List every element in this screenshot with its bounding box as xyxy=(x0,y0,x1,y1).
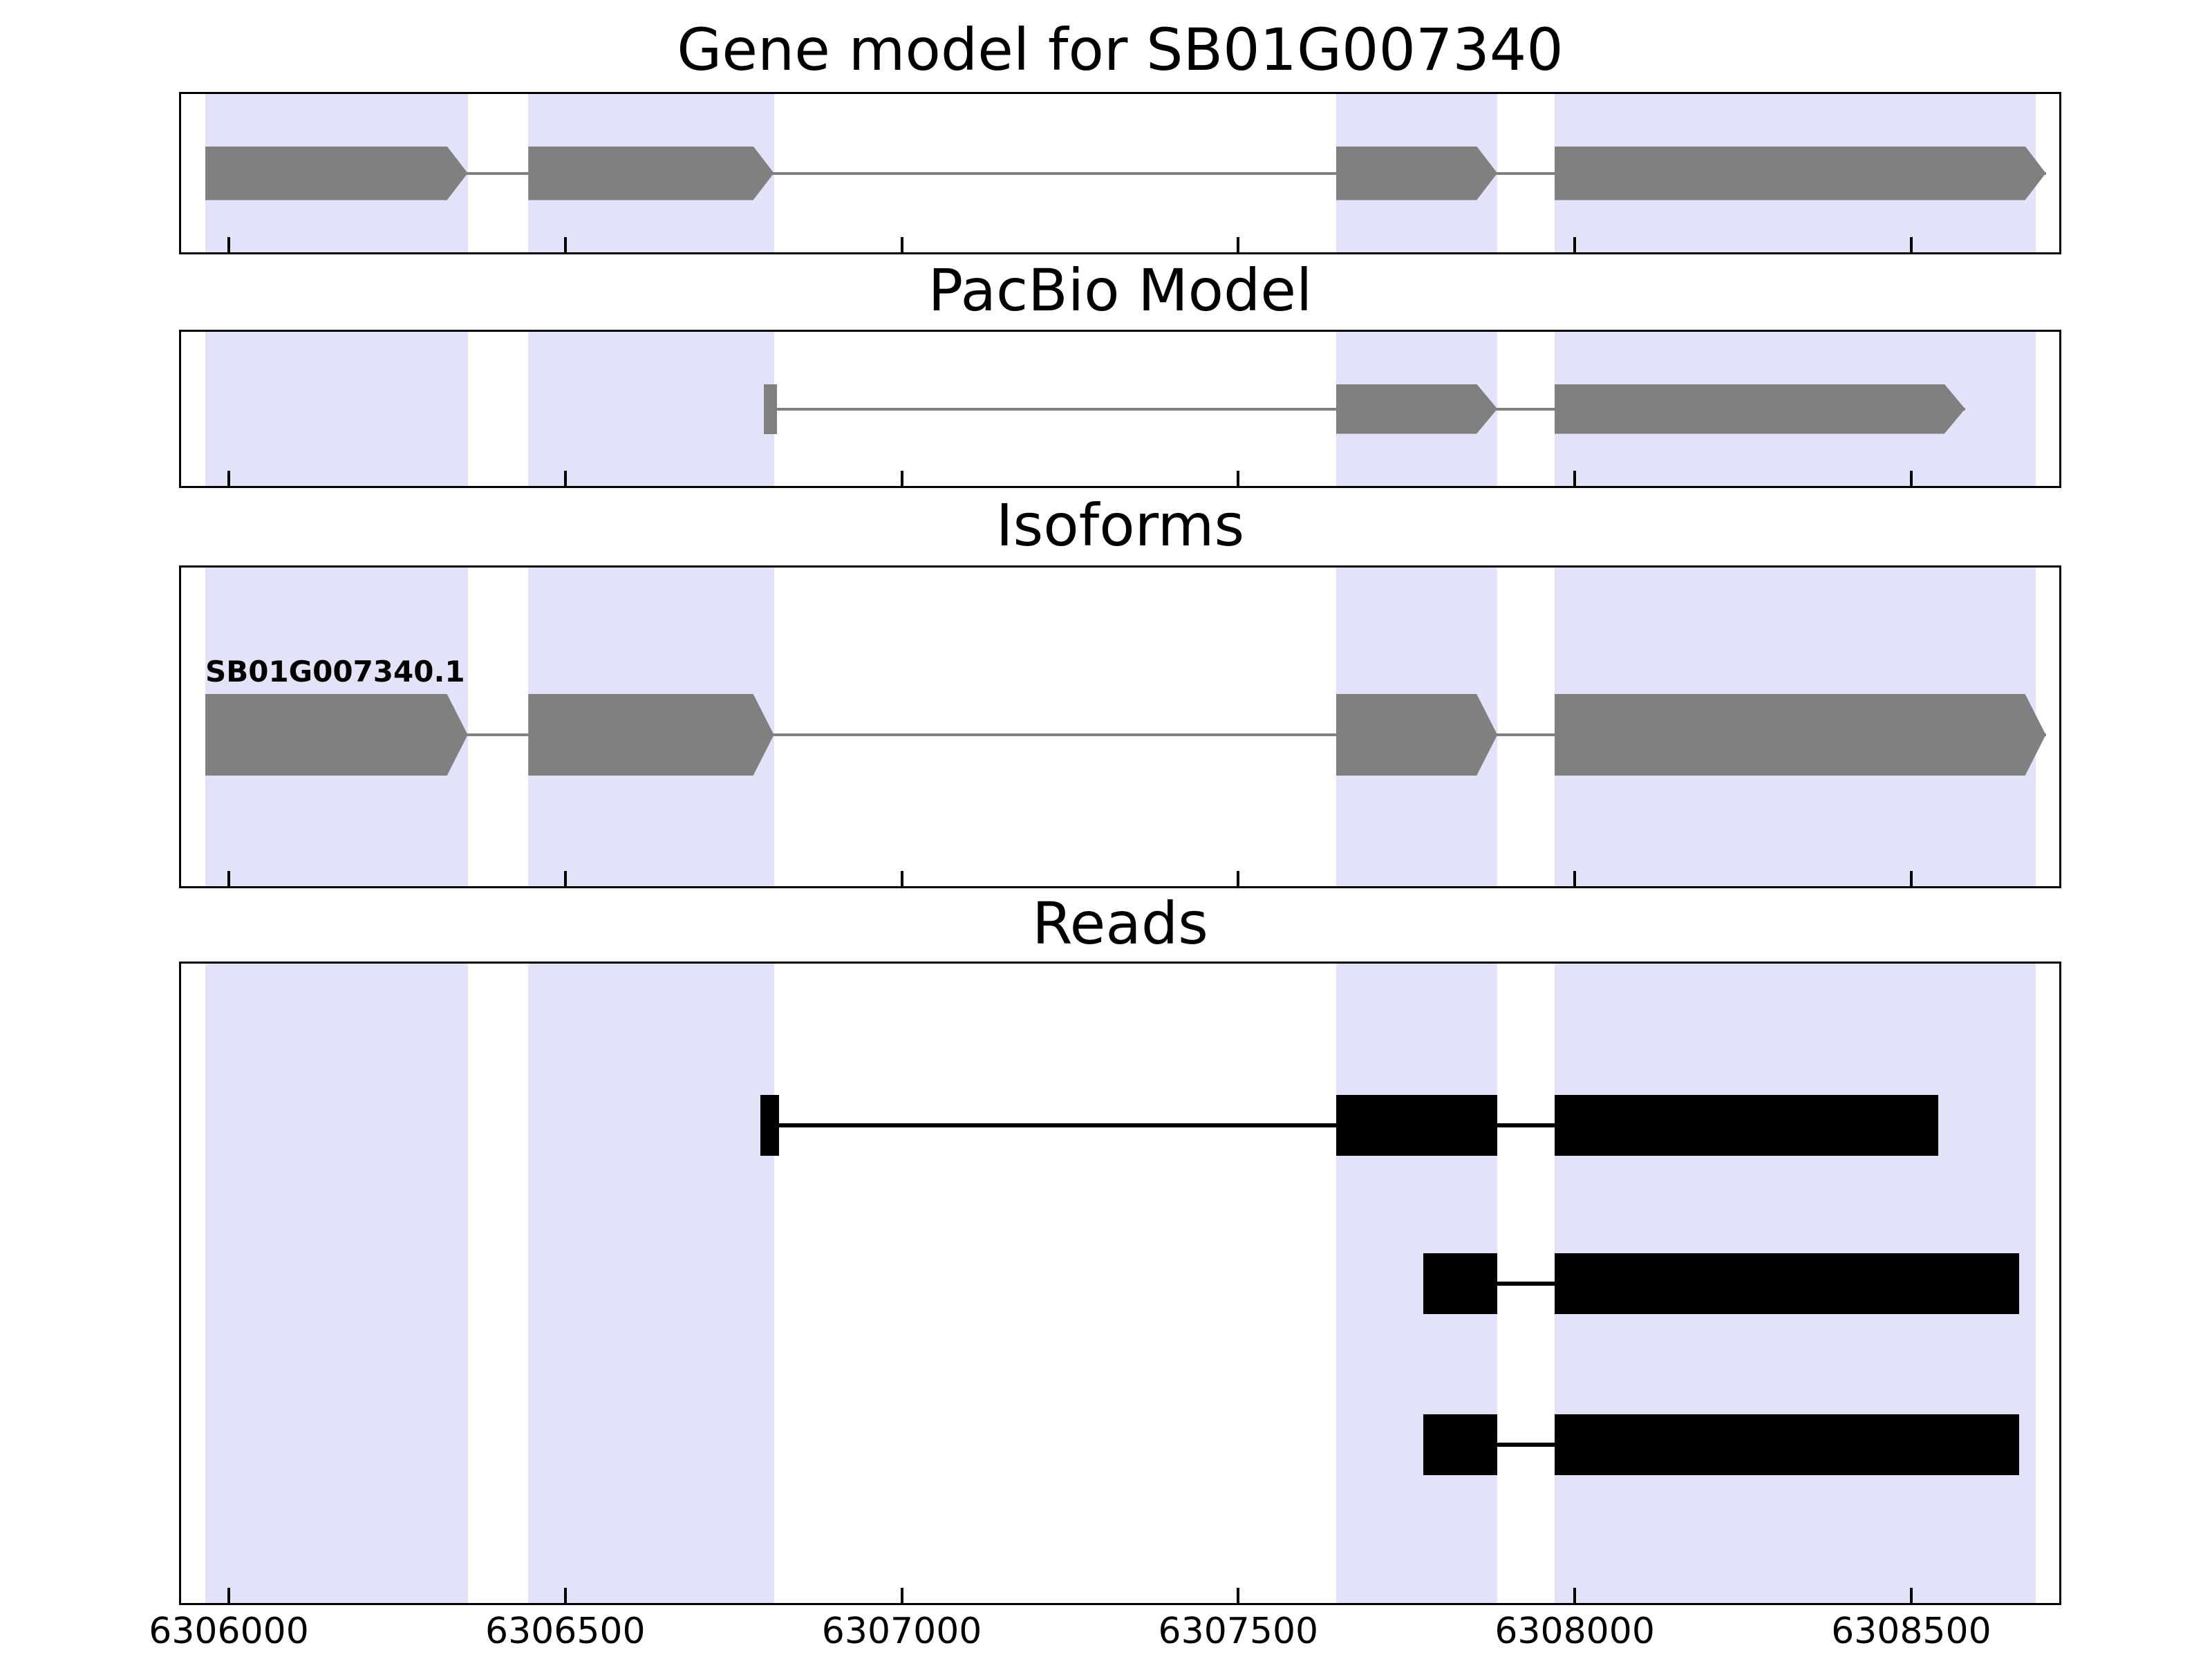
exon-block xyxy=(1554,1414,2019,1475)
x-tick-label: 6308000 xyxy=(1494,1611,1655,1652)
exon-block xyxy=(1335,1095,1498,1156)
exon-block xyxy=(1423,1253,1498,1315)
exon-block xyxy=(1555,694,2046,776)
x-tick-mark xyxy=(227,1588,231,1603)
x-tick-mark xyxy=(1237,871,1240,886)
x-tick-label: 6307000 xyxy=(821,1611,982,1652)
exon-block xyxy=(764,384,778,434)
x-tick-label: 6307500 xyxy=(1158,1611,1319,1652)
exon-block xyxy=(1554,1253,2019,1315)
x-tick-mark xyxy=(1573,871,1577,886)
panel-reads xyxy=(179,962,2061,1605)
x-tick-mark xyxy=(1237,1588,1240,1603)
x-tick-mark xyxy=(900,471,903,486)
panel-gene-model xyxy=(179,92,2061,254)
x-tick-mark xyxy=(227,471,231,486)
exon-block xyxy=(1423,1414,1498,1475)
panel-pacbio xyxy=(179,330,2061,488)
x-tick-mark xyxy=(563,237,567,252)
x-tick-mark xyxy=(1909,237,1913,252)
panel-title-reads: Reads xyxy=(1032,890,1208,957)
exon-block xyxy=(205,147,468,200)
x-tick-label: 6308500 xyxy=(1831,1611,1991,1652)
x-tick-mark xyxy=(563,1588,567,1603)
highlight-band xyxy=(528,332,774,486)
panel-isoforms: SB01G007340.1 xyxy=(179,565,2061,888)
x-tick-mark xyxy=(1573,1588,1577,1603)
exon-block xyxy=(1336,694,1498,776)
exon-block xyxy=(1555,384,1965,434)
intron-line xyxy=(205,171,2046,175)
x-tick-mark xyxy=(900,1588,903,1603)
exon-block xyxy=(1555,147,2046,200)
x-tick-label: 6306500 xyxy=(485,1611,646,1652)
exon-block xyxy=(528,147,774,200)
isoform-label: SB01G007340.1 xyxy=(205,655,465,689)
panel-title-gene-model: Gene model for SB01G007340 xyxy=(677,16,1564,84)
x-tick-mark xyxy=(1573,471,1577,486)
exon-block xyxy=(760,1095,780,1156)
exon-block xyxy=(1336,147,1498,200)
x-tick-mark xyxy=(900,237,903,252)
exon-block xyxy=(528,694,774,776)
highlight-band xyxy=(205,332,468,486)
highlight-band xyxy=(205,964,468,1603)
exon-block xyxy=(205,694,468,776)
panel-title-pacbio: PacBio Model xyxy=(928,256,1313,324)
x-tick-mark xyxy=(227,871,231,886)
x-tick-mark xyxy=(563,871,567,886)
x-tick-mark xyxy=(1573,237,1577,252)
exon-block xyxy=(1336,384,1498,434)
highlight-band xyxy=(528,964,774,1603)
x-tick-mark xyxy=(1909,1588,1913,1603)
x-tick-mark xyxy=(1237,471,1240,486)
panel-title-isoforms: Isoforms xyxy=(995,491,1245,559)
x-tick-label: 6306000 xyxy=(149,1611,309,1652)
x-tick-mark xyxy=(1909,871,1913,886)
x-tick-mark xyxy=(1237,237,1240,252)
x-tick-mark xyxy=(900,871,903,886)
x-tick-mark xyxy=(1909,471,1913,486)
exon-block xyxy=(1554,1095,1938,1156)
x-tick-mark xyxy=(563,471,567,486)
intron-line xyxy=(205,733,2046,737)
x-tick-mark xyxy=(227,237,231,252)
